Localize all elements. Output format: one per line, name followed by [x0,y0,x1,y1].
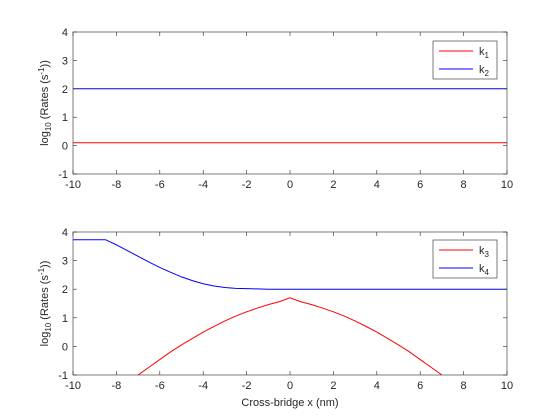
x-tick-label: -4 [198,179,208,191]
x-tick-label: 8 [461,380,467,392]
x-tick-label: -6 [155,380,165,392]
legend-label-k4: k4 [479,263,490,277]
x-tick-label: 6 [417,380,423,392]
y-tick-label: 1 [62,313,68,325]
x-tick-label: 2 [330,380,336,392]
x-tick-label: -10 [65,380,81,392]
y-tick-label: 1 [62,112,68,124]
x-tick-label: -6 [155,179,165,191]
y-tick-label: 3 [62,55,68,67]
legend-label-k2: k2 [479,64,490,78]
x-tick-label: -8 [112,380,122,392]
x-tick-label: -4 [198,380,208,392]
y-tick-label: 2 [62,84,68,96]
y-axis-label: log10 (Rates (s-1)) [37,60,53,146]
x-tick-label: 2 [330,179,336,191]
x-tick-label: -10 [65,179,81,191]
y-tick-label: -1 [58,169,68,181]
series-line-k4 [73,239,507,290]
x-tick-label: -8 [112,179,122,191]
x-tick-label: 10 [501,179,513,191]
x-tick-label: 8 [461,179,467,191]
x-tick-label: -2 [242,380,252,392]
x-tick-label: 0 [287,380,293,392]
x-tick-label: -2 [242,179,252,191]
legend-label-k3: k3 [479,245,490,259]
y-tick-label: 0 [62,141,68,153]
x-tick-label: 4 [374,179,380,191]
legend-box [432,239,498,279]
y-tick-label: 3 [62,256,68,268]
y-tick-label: -1 [58,370,68,382]
y-tick-label: 2 [62,284,68,296]
x-tick-label: 0 [287,179,293,191]
legend-box [432,40,498,80]
y-tick-label: 4 [62,227,68,239]
x-tick-label: 6 [417,179,423,191]
y-tick-label: 0 [62,341,68,353]
x-tick-label: 4 [374,380,380,392]
y-tick-label: 4 [62,27,68,39]
series-line-k3 [137,297,443,375]
y-axis-label: log10 (Rates (s-1)) [37,261,53,347]
x-tick-label: 10 [501,380,513,392]
x-axis-label: Cross-bridge x (nm) [241,397,338,409]
legend-label-k1: k1 [479,46,490,60]
